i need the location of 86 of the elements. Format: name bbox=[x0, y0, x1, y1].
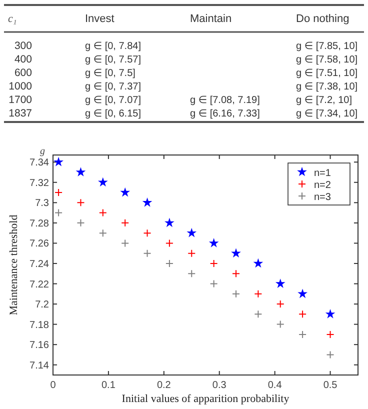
point bbox=[54, 156, 64, 166]
x-tick-label: 0.4 bbox=[268, 380, 282, 391]
legend-label: n=2 bbox=[314, 180, 332, 191]
category-label: 1837 bbox=[8, 108, 32, 120]
x-tick-label: 0.1 bbox=[102, 380, 116, 391]
point bbox=[76, 218, 85, 227]
point bbox=[98, 208, 107, 217]
point bbox=[253, 258, 264, 268]
category-label: Invest bbox=[85, 13, 114, 25]
y-tick-label: 7.3 bbox=[35, 198, 50, 210]
y-tick-label: 7.28 bbox=[30, 218, 50, 230]
x-axis-title: Initial values of apparition probability bbox=[122, 393, 290, 405]
y-tick-label: 7.16 bbox=[30, 340, 50, 352]
point bbox=[254, 310, 262, 318]
point bbox=[98, 177, 108, 187]
text: g ∈ [7.85, 10] bbox=[296, 41, 358, 52]
point bbox=[121, 239, 130, 248]
category-label: 600 bbox=[14, 67, 32, 79]
point bbox=[188, 249, 196, 258]
point bbox=[54, 188, 63, 197]
point bbox=[186, 228, 197, 238]
text: g ∈ [7.34, 10] bbox=[296, 108, 358, 120]
y-tick-label: 7.24 bbox=[30, 258, 50, 270]
point bbox=[326, 330, 334, 338]
y-tick-label: 7.26 bbox=[30, 238, 50, 250]
x-tick-label: 0 bbox=[50, 380, 56, 391]
category-label: 1700 bbox=[8, 94, 32, 106]
point bbox=[165, 259, 174, 268]
category-label: Do nothing bbox=[296, 13, 350, 25]
point bbox=[231, 248, 241, 258]
point bbox=[164, 218, 174, 228]
x-tick-label: 0.2 bbox=[156, 380, 172, 391]
point bbox=[54, 208, 63, 217]
point bbox=[76, 198, 85, 207]
point bbox=[275, 278, 286, 288]
point bbox=[326, 350, 334, 359]
text: g ∈ [7.38, 10] bbox=[296, 82, 358, 92]
legend-label: n=1 bbox=[314, 168, 332, 179]
point bbox=[210, 280, 218, 288]
text: g ∈ [0, 7.5] bbox=[85, 68, 136, 79]
y-tick-label: 7.32 bbox=[30, 178, 50, 189]
text: g ∈ [0, 7.57] bbox=[85, 54, 141, 66]
text: g ∈ [7.51, 10] bbox=[296, 68, 358, 79]
text: g ∈ [6.16, 7.33] bbox=[190, 108, 260, 120]
y-tick-label: 7.2 bbox=[35, 300, 50, 311]
text: g ∈ [0, 6.15] bbox=[85, 108, 141, 120]
point bbox=[276, 320, 284, 328]
point bbox=[142, 197, 152, 207]
point bbox=[232, 270, 240, 278]
y-tick-label: 7.34 bbox=[30, 158, 50, 169]
point bbox=[325, 309, 336, 318]
category-label: 400 bbox=[14, 54, 32, 66]
text: g ∈ [7.58, 10] bbox=[296, 54, 358, 66]
point bbox=[298, 330, 307, 338]
point bbox=[143, 229, 152, 238]
text: g ∈ [7.08, 7.19] bbox=[190, 95, 260, 106]
text: g ∈ [0, 7.37] bbox=[85, 82, 141, 92]
legend-label: n=3 bbox=[314, 192, 332, 203]
point bbox=[98, 229, 107, 238]
category-label: 300 bbox=[14, 40, 32, 52]
text: g ∈ [0, 7.84] bbox=[85, 41, 141, 52]
text: g ∈ [0, 7.07] bbox=[85, 95, 141, 106]
category-label: Maintain bbox=[190, 13, 232, 25]
point bbox=[121, 218, 130, 227]
text: c₁ bbox=[8, 13, 17, 25]
x-tick-label: 0.3 bbox=[212, 380, 227, 391]
text: g ∈ [7.2, 10] bbox=[296, 95, 352, 106]
point bbox=[143, 249, 152, 258]
y-tick-label: 7.22 bbox=[30, 279, 50, 290]
point bbox=[210, 259, 218, 268]
y-tick-label: 7.18 bbox=[30, 320, 50, 331]
y-tick-label: 7.14 bbox=[30, 360, 50, 372]
point bbox=[120, 187, 130, 197]
point bbox=[298, 288, 308, 298]
point bbox=[254, 290, 262, 298]
point bbox=[232, 290, 240, 298]
x-tick-label: 0.5 bbox=[323, 380, 338, 391]
point bbox=[165, 239, 174, 248]
point bbox=[188, 270, 196, 278]
text: g bbox=[40, 146, 45, 157]
point bbox=[208, 238, 219, 248]
category-label: 1000 bbox=[8, 80, 32, 92]
point bbox=[276, 300, 284, 308]
point bbox=[76, 167, 86, 176]
point bbox=[298, 310, 307, 318]
y-axis-title: Maintenance threshold bbox=[8, 214, 20, 316]
